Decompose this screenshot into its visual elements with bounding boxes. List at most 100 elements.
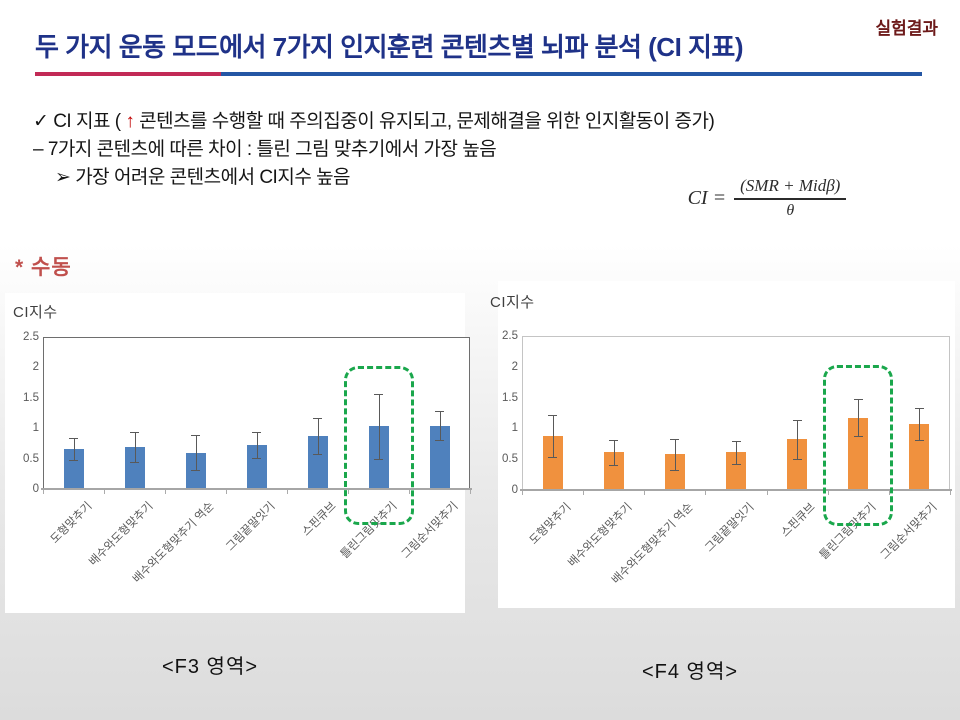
error-bar: [134, 432, 136, 462]
error-bar-cap-top: [792, 420, 802, 422]
arrowhead-bullet-icon: ➢: [55, 167, 71, 188]
chart-f4: CI지수 0 0.5 1 1.5 2 2.5 도형맞추기 배수와도형맞추기 배수와도형맞추기 역순…: [490, 281, 955, 608]
error-bar: [736, 441, 737, 464]
check-icon: ✓: [33, 111, 49, 132]
error-bar: [674, 438, 676, 470]
error-bar-cap-top: [670, 438, 680, 440]
error-bar: [256, 432, 258, 458]
error-bar-cap-top: [548, 414, 558, 416]
x-axis-tick: [43, 490, 44, 494]
y-tick-label: 0.5: [23, 452, 39, 465]
formula-fraction: (SMR + Midβ) θ: [734, 176, 847, 220]
x-axis-line: [520, 489, 952, 491]
bar: [429, 425, 450, 489]
error-bar-cap-bottom: [252, 457, 261, 459]
error-bar-cap-bottom: [435, 440, 444, 442]
mode-label-passive: * 수동: [15, 256, 72, 279]
body-text-block: ✓ CI 지표 ( ↑ 콘텐츠를 수행할 때 주의집중이 유지되고, 문제해결을…: [33, 108, 793, 192]
formula-numerator: (SMR + Midβ): [734, 176, 847, 200]
bullet1-post: 콘텐츠를 수행할 때 주의집중이 유지되고, 문제해결을 위한 인지활동이 증가…: [134, 111, 715, 132]
bar: [848, 417, 869, 490]
x-axis-tick: [950, 491, 951, 495]
bar: [603, 452, 624, 490]
x-axis-tick: [104, 490, 105, 494]
slide-title: 두 가지 운동 모드에서 7가지 인지훈련 콘텐츠별 뇌파 분석 (CI 지표): [35, 32, 744, 62]
bullet-line-2: – 7가지 콘텐츠에 따른 차이 : 틀린 그림 맞추기에서 가장 높음: [33, 139, 497, 160]
bullet3-text: 가장 어려운 콘텐츠에서 CI지수 높음: [75, 167, 351, 188]
chart-axis-title: CI지수: [490, 294, 535, 311]
formula-denominator: θ: [786, 202, 795, 219]
error-bar: [317, 417, 319, 455]
bar: [787, 439, 808, 490]
chart-f3: CI지수 0 0.5 1 1.5 2 2.5 도형맞추기 배수와도형맞추기 배수와도형맞추기 역순…: [5, 293, 472, 613]
bullet-line-3: ➢ 가장 어려운 콘텐츠에서 CI지수 높음: [33, 164, 793, 192]
y-tick-label: 0: [32, 483, 39, 495]
y-tick-label: 1.5: [502, 391, 518, 404]
x-axis-tick: [888, 491, 890, 495]
error-bar-cap-bottom: [548, 456, 558, 458]
error-bar-cap-bottom: [69, 459, 78, 461]
x-axis-tick: [705, 491, 707, 495]
bar: [246, 445, 267, 489]
highlight-box: [343, 365, 414, 525]
error-bar-cap-top: [731, 441, 741, 443]
bar: [726, 452, 746, 490]
x-axis-tick: [766, 491, 768, 495]
title-underline-red-segment: [35, 72, 221, 76]
error-bar-cap-top: [313, 417, 322, 419]
title-underline: [35, 72, 922, 76]
error-bar: [919, 408, 921, 441]
error-bar-cap-top: [609, 440, 619, 442]
x-axis-line: [41, 488, 472, 490]
error-bar-cap-bottom: [191, 470, 200, 472]
highlight-box: [823, 364, 894, 526]
bar: [664, 454, 685, 490]
error-bar-cap-top: [853, 399, 863, 401]
error-bar-cap-top: [191, 434, 200, 436]
corner-tag-experiment-results: 실험결과: [875, 19, 938, 38]
x-axis-tick: [644, 491, 646, 495]
chart-axis-title: CI지수: [13, 304, 58, 321]
error-bar-cap-top: [435, 411, 444, 413]
bullet-line-1: ✓ CI 지표 ( ↑ 콘텐츠를 수행할 때 주의집중이 유지되고, 문제해결을…: [33, 108, 793, 136]
caption-f3-region: <F3 영역>: [161, 656, 259, 678]
y-tick-label: 2: [511, 360, 518, 373]
error-bar: [613, 440, 615, 465]
bar: [307, 436, 328, 489]
up-arrow-icon: ↑: [125, 111, 135, 132]
bullet1-pre: CI 지표 (: [53, 111, 126, 132]
y-tick-label: 1.5: [23, 391, 39, 404]
error-bar-cap-bottom: [792, 458, 802, 460]
error-bar: [552, 414, 554, 457]
bar: [124, 447, 145, 489]
x-axis-tick: [827, 491, 829, 495]
error-bar-cap-bottom: [731, 463, 741, 465]
x-axis-tick: [348, 490, 349, 494]
error-bar-cap-bottom: [313, 454, 322, 456]
y-tick-label: 0.5: [502, 453, 518, 466]
y-tick-label: 1: [511, 422, 518, 435]
bar: [63, 448, 84, 489]
x-axis-tick: [470, 490, 471, 494]
bar: [542, 435, 563, 490]
error-bar-cap-bottom: [609, 464, 619, 466]
y-tick-label: 2.5: [502, 330, 518, 342]
bar: [909, 424, 930, 490]
error-bar: [195, 434, 197, 471]
y-tick-label: 1: [32, 422, 39, 435]
error-bar: [439, 411, 441, 441]
x-axis-tick: [287, 490, 288, 494]
error-bar-cap-top: [374, 394, 383, 396]
error-bar: [73, 437, 75, 460]
x-axis-tick: [522, 491, 523, 495]
error-bar-cap-bottom: [670, 469, 680, 471]
y-tick-label: 0: [511, 484, 518, 496]
x-axis-tick: [226, 490, 227, 494]
ci-formula: CI = (SMR + Midβ) θ: [642, 176, 892, 220]
formula-lhs: CI =: [687, 186, 727, 209]
error-bar-cap-bottom: [853, 436, 863, 438]
error-bar: [378, 394, 380, 459]
error-bar-cap-top: [252, 432, 261, 434]
x-axis-tick: [165, 490, 166, 494]
x-axis-tick: [409, 490, 410, 494]
